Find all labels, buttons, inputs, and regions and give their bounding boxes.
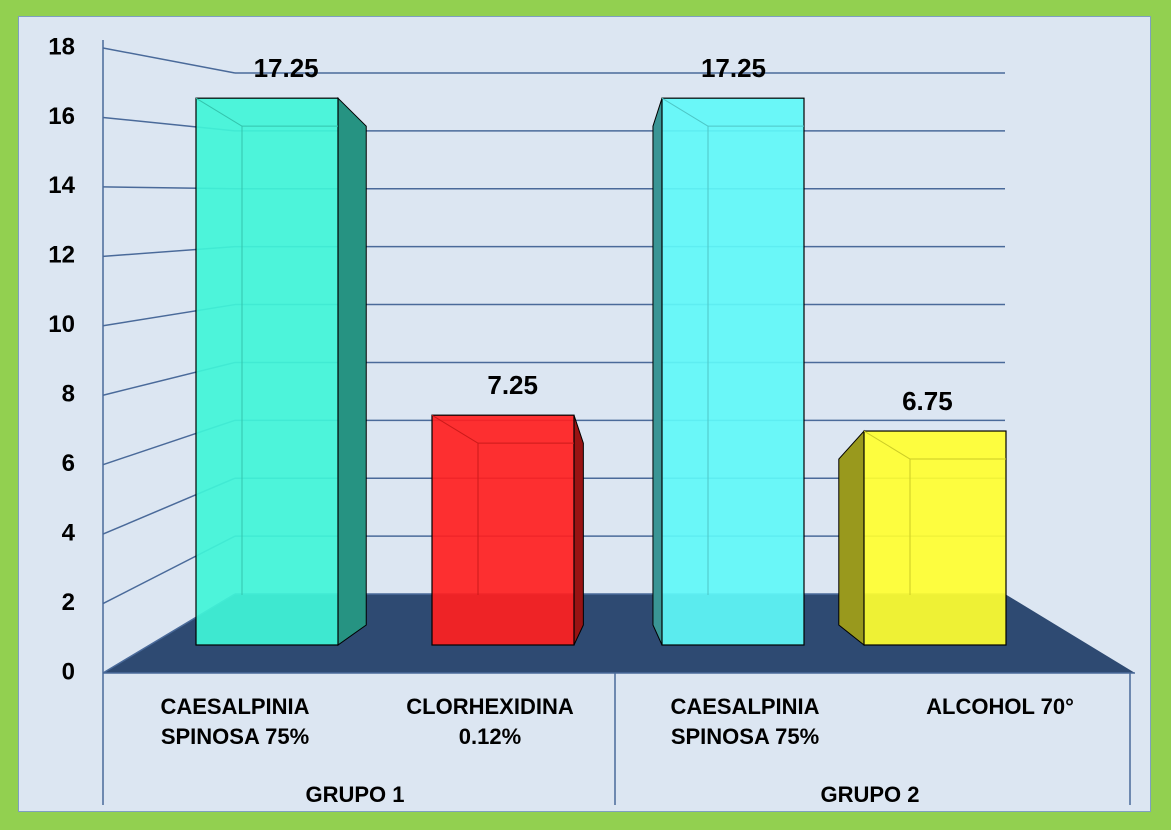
x-tick-label: CAESALPINIA SPINOSA 75%	[670, 694, 820, 749]
bar	[195, 97, 339, 646]
y-tick-label: 16	[48, 103, 75, 130]
y-tick-label: 6	[62, 450, 75, 477]
x-tick-label: CAESALPINIA SPINOSA 75%	[160, 694, 310, 749]
bar-side	[337, 96, 367, 646]
bar-inner-edge	[431, 414, 479, 444]
bar	[661, 97, 805, 646]
y-tick-label: 18	[48, 33, 75, 60]
data-label: 7.25	[487, 370, 538, 400]
bar-inner-edge	[661, 97, 709, 127]
y-tick-label: 2	[62, 589, 75, 616]
y-tick-label: 10	[48, 311, 75, 338]
y-tick-label: 14	[48, 172, 75, 199]
bar	[863, 430, 1007, 646]
group-label: GRUPO 2	[820, 782, 920, 807]
data-label: 17.25	[701, 53, 766, 83]
y-tick-label: 4	[62, 519, 76, 546]
x-tick-label: CLORHEXIDINA 0.12%	[406, 694, 574, 749]
y-tick-label: 12	[48, 242, 75, 269]
y-tick-label: 0	[62, 658, 75, 685]
bar-inner-edge	[195, 97, 243, 127]
data-label: 17.25	[254, 53, 319, 83]
group-label: GRUPO 1	[305, 782, 405, 807]
grid-line	[102, 47, 236, 74]
data-label: 6.75	[902, 386, 953, 416]
bar	[431, 414, 575, 646]
bar-inner-edge	[863, 430, 911, 460]
y-tick-label: 8	[62, 381, 75, 408]
bar-side	[573, 415, 584, 646]
bar-side	[838, 429, 865, 647]
x-tick-label: ALCOHOL 70°	[926, 694, 1074, 719]
bar-side	[652, 98, 663, 646]
